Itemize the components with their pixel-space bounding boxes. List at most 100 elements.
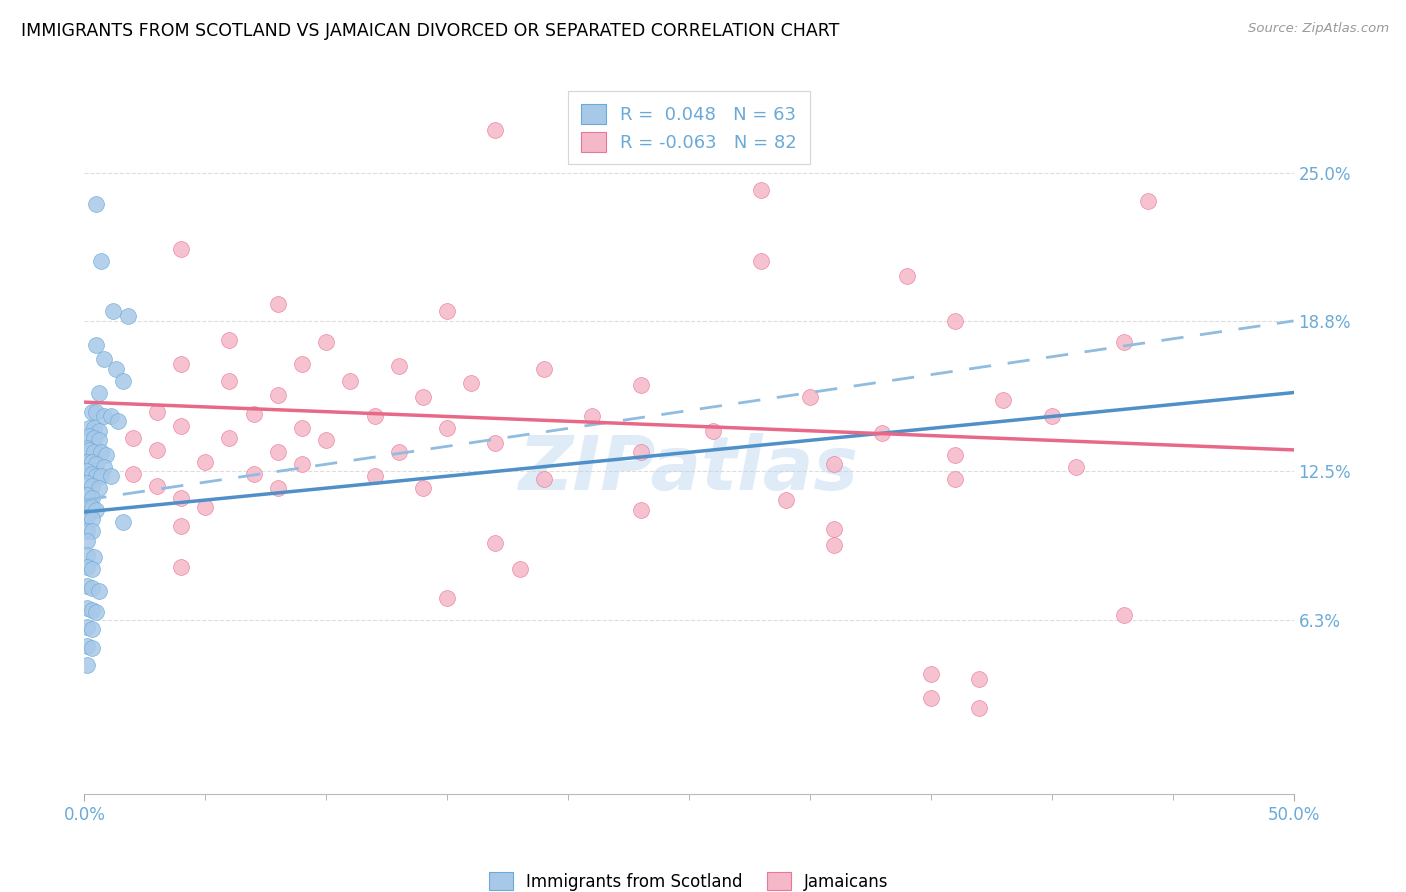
Point <box>170 560 193 574</box>
Point <box>943 448 966 462</box>
Point <box>170 357 193 371</box>
Point <box>107 414 129 428</box>
Point <box>799 390 821 404</box>
Point <box>100 409 122 424</box>
Point <box>86 197 108 211</box>
Point <box>363 409 385 424</box>
Point <box>170 519 193 533</box>
Point <box>218 431 240 445</box>
Point <box>77 421 100 435</box>
Point <box>993 392 1015 407</box>
Point <box>86 338 108 352</box>
Point <box>93 459 115 474</box>
Point <box>823 538 845 552</box>
Point <box>436 591 458 605</box>
Point <box>702 424 724 438</box>
Point <box>291 457 314 471</box>
Point <box>1064 459 1087 474</box>
Text: ZIPatlas: ZIPatlas <box>519 434 859 507</box>
Point <box>920 691 942 706</box>
Point <box>80 562 103 576</box>
Point <box>1137 194 1160 209</box>
Point <box>1114 607 1136 622</box>
Point <box>363 469 385 483</box>
Point <box>436 421 458 435</box>
Point <box>117 309 139 323</box>
Point <box>87 583 110 598</box>
Point <box>80 479 103 493</box>
Point <box>76 657 98 672</box>
Point <box>80 405 103 419</box>
Text: Source: ZipAtlas.com: Source: ZipAtlas.com <box>1249 22 1389 36</box>
Text: IMMIGRANTS FROM SCOTLAND VS JAMAICAN DIVORCED OR SEPARATED CORRELATION CHART: IMMIGRANTS FROM SCOTLAND VS JAMAICAN DIV… <box>21 22 839 40</box>
Point <box>967 701 990 715</box>
Point <box>104 361 127 376</box>
Point <box>291 357 314 371</box>
Point <box>93 409 115 424</box>
Point <box>87 481 110 495</box>
Point <box>86 469 108 483</box>
Point <box>77 428 100 442</box>
Point <box>76 509 98 524</box>
Point <box>170 242 193 256</box>
Point <box>76 560 98 574</box>
Point <box>146 442 169 457</box>
Point <box>412 481 434 495</box>
Point <box>267 388 290 402</box>
Point <box>872 426 894 441</box>
Point <box>76 620 98 634</box>
Point <box>967 672 990 686</box>
Point <box>388 359 411 374</box>
Point <box>943 472 966 486</box>
Point <box>103 304 125 318</box>
Point <box>112 374 135 388</box>
Point <box>87 424 110 438</box>
Point <box>630 502 652 516</box>
Point <box>76 533 98 548</box>
Point <box>90 254 112 268</box>
Point <box>80 491 103 505</box>
Point <box>146 405 169 419</box>
Point <box>943 314 966 328</box>
Point <box>93 352 115 367</box>
Point <box>218 333 240 347</box>
Point <box>533 361 555 376</box>
Point <box>86 405 108 419</box>
Point <box>76 500 98 515</box>
Point <box>76 488 98 502</box>
Point <box>194 455 217 469</box>
Point <box>751 254 773 268</box>
Point <box>83 550 105 565</box>
Point <box>896 268 918 283</box>
Point <box>83 421 105 435</box>
Point <box>315 335 337 350</box>
Point <box>484 435 506 450</box>
Point <box>100 469 122 483</box>
Point <box>86 502 108 516</box>
Point <box>80 455 103 469</box>
Point <box>83 431 105 445</box>
Point <box>315 434 337 448</box>
Point <box>1114 335 1136 350</box>
Point <box>412 390 434 404</box>
Point <box>146 479 169 493</box>
Point <box>823 522 845 536</box>
Point <box>80 512 103 526</box>
Point <box>267 481 290 495</box>
Point <box>80 582 103 596</box>
Point <box>630 378 652 392</box>
Point <box>460 376 482 390</box>
Point <box>76 455 98 469</box>
Point <box>80 500 103 515</box>
Point <box>388 445 411 459</box>
Point <box>242 407 264 421</box>
Point <box>76 464 98 478</box>
Point <box>194 500 217 515</box>
Point <box>86 605 108 619</box>
Point <box>920 667 942 681</box>
Point <box>76 600 98 615</box>
Point <box>76 524 98 538</box>
Point <box>121 431 143 445</box>
Point <box>94 448 117 462</box>
Point <box>170 491 193 505</box>
